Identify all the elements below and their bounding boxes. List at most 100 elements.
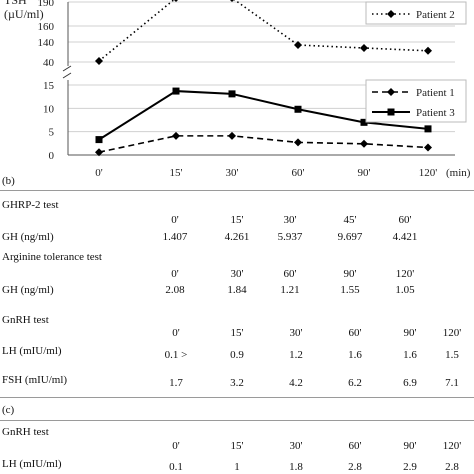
- fsh-value: 4.2: [289, 377, 303, 389]
- fsh-value: 1.7: [169, 377, 183, 389]
- time-header: 30': [289, 327, 303, 339]
- x-tick-label: 120': [419, 167, 438, 179]
- gh-value: 4.421: [392, 231, 418, 243]
- gnrh-c-lh-label: LH (mIU/ml): [2, 458, 62, 470]
- lh-value: 1.8: [289, 461, 303, 473]
- fsh-value: 3.2: [230, 377, 244, 389]
- data-point: [95, 136, 103, 144]
- fsh-value: 7.1: [445, 377, 459, 389]
- x-tick-label: 15': [170, 167, 183, 179]
- data-point: [174, 0, 178, 2]
- legend-marker: [387, 88, 395, 96]
- x-tick-label: 60': [292, 167, 305, 179]
- y-tick-label: 5: [49, 127, 55, 139]
- lh-value: 2.9: [403, 461, 417, 473]
- axis-break-mark: [62, 72, 72, 79]
- time-header: 90': [343, 268, 357, 280]
- data-point: [360, 139, 368, 148]
- gh-value: 1.55: [340, 284, 360, 296]
- arginine-row-label: GH (ng/ml): [2, 284, 54, 296]
- x-tick-label: 90': [358, 167, 371, 179]
- y-axis-title: (µU/ml): [4, 7, 44, 21]
- y-tick-label: 140: [38, 37, 55, 49]
- lh-value: 1.6: [403, 349, 417, 361]
- series-line-patient-1: [98, 135, 429, 153]
- gh-value: 1.05: [395, 284, 415, 296]
- lh-value: 1.5: [445, 349, 459, 361]
- divider: [0, 190, 474, 191]
- legend-box-lower: [365, 79, 467, 123]
- time-header: 120': [442, 327, 462, 339]
- y-tick-label: 0: [49, 150, 55, 162]
- section-c-label: (c): [2, 404, 15, 416]
- data-point: [360, 118, 368, 126]
- data-point: [424, 46, 432, 55]
- gnrh-b-title: GnRH test: [2, 314, 49, 326]
- data-point: [172, 131, 180, 140]
- gh-value: 5.937: [277, 231, 303, 243]
- time-header: 60': [398, 214, 412, 226]
- data-point: [294, 41, 302, 49]
- y-tick-label: 160: [38, 21, 55, 33]
- legend-label: Patient 3: [416, 107, 455, 119]
- legend-marker: [387, 10, 395, 18]
- gnrh-c-title: GnRH test: [2, 426, 49, 438]
- time-header: 0': [172, 440, 180, 452]
- y-tick-label: 15: [43, 80, 55, 92]
- gh-value: 1.21: [280, 284, 300, 296]
- fsh-value: 6.9: [403, 377, 417, 389]
- data-point: [294, 138, 302, 147]
- time-header: 120': [442, 440, 462, 452]
- x-axis-unit: (min): [446, 167, 471, 179]
- gh-value: 9.697: [337, 231, 363, 243]
- lh-value: 2.8: [445, 461, 459, 473]
- x-tick-label: 30': [226, 167, 239, 179]
- x-tick-label: 0': [95, 167, 103, 179]
- time-header: 0': [171, 268, 179, 280]
- axis-break-mark: [62, 65, 72, 72]
- time-header: 45': [343, 214, 357, 226]
- time-header: 0': [171, 214, 179, 226]
- lh-value: 2.8: [348, 461, 362, 473]
- y-tick-label: 190: [38, 0, 55, 9]
- time-header: 15': [230, 214, 244, 226]
- gnrh-b-lh-label: LH (mIU/ml): [2, 345, 62, 357]
- time-header: 15': [230, 327, 244, 339]
- data-point: [424, 143, 432, 152]
- time-header: 60': [283, 268, 297, 280]
- data-point: [230, 0, 234, 2]
- time-header: 90': [403, 327, 417, 339]
- data-point: [95, 57, 103, 65]
- series-line-patient-3: [98, 90, 429, 141]
- gh-value: 4.261: [224, 231, 250, 243]
- gh-value: 2.08: [165, 284, 185, 296]
- legend-box-upper: [365, 1, 467, 25]
- data-point: [360, 44, 368, 52]
- time-header: 60': [348, 327, 362, 339]
- lh-value: 0.1: [169, 461, 183, 473]
- time-header: 30': [283, 214, 297, 226]
- fsh-value: 6.2: [348, 377, 362, 389]
- data-point: [424, 125, 432, 133]
- divider: [0, 420, 474, 421]
- y-axis-title: TSH: [4, 0, 27, 7]
- lh-value: 1.6: [348, 349, 362, 361]
- section-b-label: (b): [2, 175, 15, 187]
- data-point: [228, 90, 236, 98]
- legend-label: Patient 1: [416, 87, 455, 99]
- time-header: 30': [230, 268, 244, 280]
- data-point: [172, 87, 180, 95]
- y-tick-label: 40: [43, 57, 55, 69]
- gh-value: 1.407: [162, 231, 188, 243]
- ghrp2-row-label: GH (ng/ml): [2, 231, 54, 243]
- gh-value: 1.84: [227, 284, 247, 296]
- time-header: 90': [403, 440, 417, 452]
- ghrp2-title: GHRP-2 test: [2, 199, 59, 211]
- lh-value: 1.2: [289, 349, 303, 361]
- tsh-line-chart: 190 160 140 40 15 10 5 0 0' 15' 30' 60' 90' 120' (min)…: [4, 0, 471, 179]
- lh-value: 0.1 >: [164, 349, 188, 361]
- time-header: 30': [289, 440, 303, 452]
- time-header: 15': [230, 440, 244, 452]
- legend-marker: [387, 108, 395, 116]
- data-point: [294, 105, 302, 113]
